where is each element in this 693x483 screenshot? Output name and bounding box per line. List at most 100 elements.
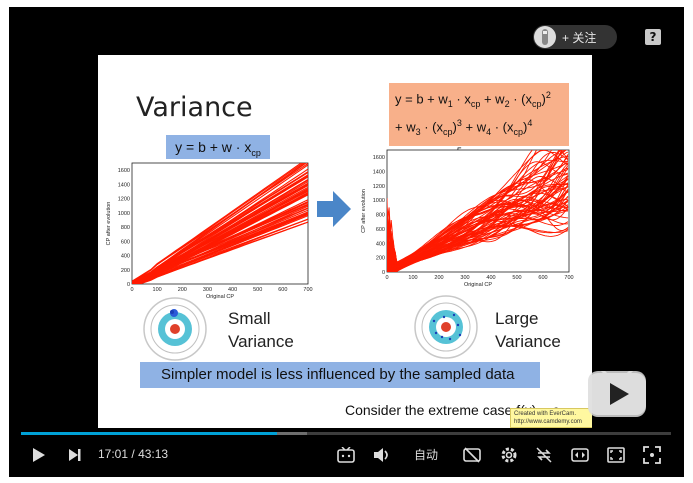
x-tick-label: 300 bbox=[460, 275, 469, 281]
play-icon bbox=[33, 448, 45, 462]
x-tick-label: 500 bbox=[253, 287, 262, 293]
loop-off-icon bbox=[536, 447, 552, 463]
formula-line-1: y = b + w1 · xcp + w2 · (xcp)2 bbox=[395, 90, 551, 109]
video-player[interactable]: + 关注 ? Variance y = b + w · xcp y = b + … bbox=[9, 7, 684, 477]
next-button[interactable] bbox=[65, 445, 85, 465]
current-time: 17:01 bbox=[98, 447, 129, 461]
settings-button[interactable] bbox=[498, 445, 520, 465]
fit-line bbox=[138, 218, 308, 284]
fit-curve bbox=[387, 186, 569, 272]
large-variance-label: Large Variance bbox=[495, 309, 561, 351]
y-axis-label: CP after evolution bbox=[106, 202, 112, 246]
x-tick-label: 600 bbox=[278, 287, 287, 293]
big-play-icon[interactable] bbox=[588, 371, 646, 417]
x-tick-label: 200 bbox=[178, 287, 187, 293]
fit-line bbox=[134, 168, 308, 284]
y-tick-label: 1400 bbox=[373, 170, 385, 176]
widescreen-icon bbox=[571, 448, 589, 462]
small-variance-label: Small Variance bbox=[228, 309, 294, 351]
fit-curve bbox=[387, 150, 563, 272]
evercam-watermark: Created with EverCam. http://www.camdemy.… bbox=[510, 408, 592, 428]
x-tick-label: 200 bbox=[434, 275, 443, 281]
x-tick-label: 400 bbox=[486, 275, 495, 281]
x-tick-label: 700 bbox=[564, 275, 573, 281]
duration: 43:13 bbox=[138, 447, 169, 461]
help-icon[interactable]: ? bbox=[645, 29, 661, 45]
x-tick-label: 0 bbox=[130, 287, 133, 293]
widescreen-button[interactable] bbox=[569, 445, 591, 465]
fit-line bbox=[132, 176, 308, 283]
y-tick-label: 1600 bbox=[118, 168, 130, 174]
y-tick-label: 600 bbox=[121, 239, 130, 245]
poly-fits-chart: 0 100 200 300 400 500 600 700 0 200 400 600 800 1000 1… bbox=[361, 149, 574, 288]
fit-line bbox=[132, 211, 308, 283]
fullscreen-button[interactable] bbox=[641, 445, 663, 465]
small-variance-target-icon bbox=[143, 297, 207, 361]
complex-model-formula: y = b + w1 · xcp + w2 · (xcp)2 + w3 · (x… bbox=[389, 83, 569, 165]
y-tick-label: 1000 bbox=[118, 211, 130, 217]
uploader-avatar bbox=[534, 26, 556, 48]
x-tick-label: 500 bbox=[512, 275, 521, 281]
follow-label: + 关注 bbox=[562, 30, 597, 45]
fit-line bbox=[132, 207, 308, 284]
volume-button[interactable] bbox=[371, 445, 393, 465]
extreme-case-text: Consider the extreme case f(x) = c bbox=[345, 402, 560, 418]
x-tick-label: 400 bbox=[228, 287, 237, 293]
y-tick-label: 200 bbox=[376, 256, 385, 262]
x-axis-label: Original CP bbox=[464, 282, 492, 288]
time-display: 17:01 / 43:13 bbox=[98, 447, 168, 461]
x-tick-label: 300 bbox=[203, 287, 212, 293]
fit-line bbox=[132, 163, 305, 283]
conclusion-banner: Simpler model is less influenced by the … bbox=[140, 362, 540, 388]
x-tick-label: 100 bbox=[408, 275, 417, 281]
tv-icon bbox=[337, 447, 355, 463]
y-tick-label: 600 bbox=[376, 227, 385, 233]
y-tick-label: 1600 bbox=[373, 155, 385, 161]
y-tick-label: 1200 bbox=[118, 197, 130, 203]
fit-line bbox=[137, 212, 308, 284]
danmaku-button[interactable] bbox=[335, 445, 357, 465]
y-tick-label: 1400 bbox=[118, 182, 130, 188]
x-tick-label: 600 bbox=[538, 275, 547, 281]
danmaku-toggle-button[interactable] bbox=[461, 445, 483, 465]
fit-curve bbox=[387, 169, 569, 271]
y-tick-label: 0 bbox=[127, 282, 130, 288]
fit-curve bbox=[387, 185, 569, 268]
progress-bar[interactable] bbox=[21, 432, 671, 435]
y-axis-label: CP after evolution bbox=[361, 189, 367, 233]
progress-fill bbox=[21, 432, 278, 435]
time-separator: / bbox=[131, 447, 135, 461]
y-tick-label: 1200 bbox=[373, 184, 385, 190]
slide-frame: Variance y = b + w · xcp y = b + w1 · xc… bbox=[98, 55, 592, 428]
fit-line bbox=[132, 163, 303, 282]
simple-formula-text: y = b + w · x bbox=[175, 139, 252, 155]
fullscreen-icon bbox=[643, 446, 661, 464]
gear-icon bbox=[501, 447, 517, 463]
quality-selector[interactable]: 自动 bbox=[414, 448, 439, 462]
x-axis-label: Original CP bbox=[206, 294, 234, 300]
web-fullscreen-button[interactable] bbox=[605, 445, 627, 465]
follow-button[interactable]: + 关注 bbox=[533, 25, 617, 49]
y-tick-label: 800 bbox=[121, 225, 130, 231]
fit-line bbox=[132, 204, 308, 283]
simple-model-formula: y = b + w · xcp bbox=[166, 135, 270, 159]
y-tick-label: 400 bbox=[376, 241, 385, 247]
fit-curve bbox=[387, 161, 569, 272]
volume-icon bbox=[374, 448, 388, 462]
y-tick-label: 0 bbox=[382, 270, 385, 276]
right-arrow-icon bbox=[317, 191, 351, 227]
mirror-button[interactable] bbox=[533, 445, 555, 465]
web-fullscreen-icon bbox=[607, 447, 625, 463]
y-tick-label: 200 bbox=[121, 268, 130, 274]
play-button[interactable] bbox=[29, 445, 49, 465]
large-variance-target-icon bbox=[414, 295, 478, 359]
next-icon bbox=[69, 449, 81, 461]
x-tick-label: 0 bbox=[385, 275, 388, 281]
simple-formula-sub: cp bbox=[251, 147, 261, 158]
fit-curve bbox=[387, 191, 569, 272]
formula-line-2: + w3 · (xcp)3 + w4 · (xcp)4 bbox=[395, 117, 533, 137]
x-tick-label: 700 bbox=[303, 287, 312, 293]
fit-curve bbox=[387, 178, 569, 272]
fit-curve bbox=[387, 199, 569, 268]
danmaku-off-icon bbox=[463, 447, 481, 463]
